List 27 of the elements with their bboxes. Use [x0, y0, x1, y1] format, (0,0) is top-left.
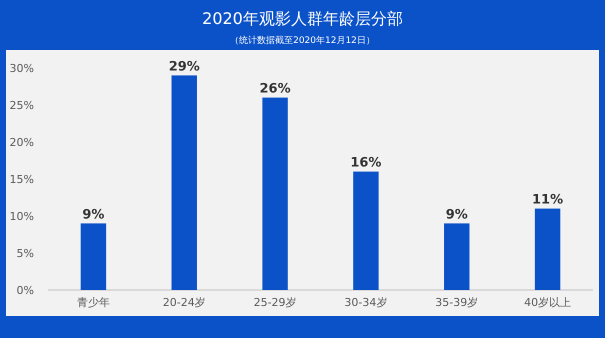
- data-label: 9%: [82, 207, 104, 222]
- x-tick-label: 25-29岁: [254, 296, 297, 309]
- y-tick-label: 30%: [10, 62, 34, 75]
- data-label: 16%: [350, 156, 382, 171]
- bar: [80, 223, 106, 290]
- y-tick-label: 15%: [10, 172, 34, 186]
- x-tick-label: 20-24岁: [162, 296, 206, 309]
- x-tick-label: 35-39岁: [435, 296, 478, 309]
- data-label: 11%: [532, 192, 564, 208]
- data-label: 9%: [446, 207, 468, 222]
- bar: [444, 223, 470, 290]
- bar: [353, 172, 379, 290]
- y-tick-label: 20%: [10, 136, 34, 149]
- data-label: 29%: [168, 59, 200, 74]
- y-tick-label: 25%: [10, 98, 34, 112]
- bar: [172, 75, 197, 290]
- x-tick-label: 40岁以上: [524, 296, 572, 309]
- y-tick-label: 0%: [16, 284, 34, 297]
- y-tick-label: 5%: [16, 246, 34, 260]
- bar: [534, 208, 560, 290]
- bar: [262, 98, 288, 290]
- chart-title: 2020年观影人群年龄层分部: [202, 9, 403, 28]
- y-tick-label: 10%: [10, 210, 34, 223]
- chart-subtitle: （统计数据截至2020年12月12日）: [230, 35, 375, 46]
- x-tick-label: 30-34岁: [344, 296, 388, 309]
- data-label: 26%: [260, 82, 291, 97]
- x-tick-label: 青少年: [76, 296, 110, 309]
